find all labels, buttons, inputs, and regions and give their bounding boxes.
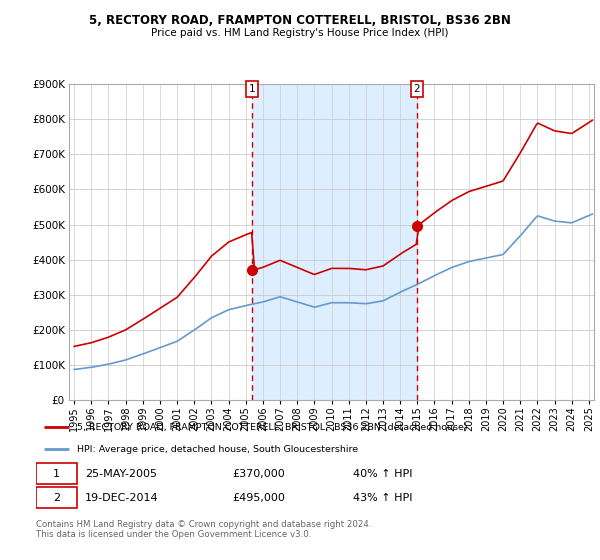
FancyBboxPatch shape	[36, 464, 77, 484]
Text: Contains HM Land Registry data © Crown copyright and database right 2024.
This d: Contains HM Land Registry data © Crown c…	[36, 520, 371, 539]
Text: 40% ↑ HPI: 40% ↑ HPI	[353, 469, 412, 479]
Text: 2: 2	[413, 84, 420, 94]
Text: 43% ↑ HPI: 43% ↑ HPI	[353, 493, 412, 503]
Text: £370,000: £370,000	[233, 469, 286, 479]
FancyBboxPatch shape	[36, 487, 77, 508]
Bar	[252, 84, 416, 400]
Text: £495,000: £495,000	[233, 493, 286, 503]
Text: HPI: Average price, detached house, South Gloucestershire: HPI: Average price, detached house, Sout…	[77, 445, 358, 454]
Text: 5, RECTORY ROAD, FRAMPTON COTTERELL, BRISTOL,  BS36 2BN (detached house): 5, RECTORY ROAD, FRAMPTON COTTERELL, BRI…	[77, 423, 467, 432]
Text: 5, RECTORY ROAD, FRAMPTON COTTERELL, BRISTOL, BS36 2BN: 5, RECTORY ROAD, FRAMPTON COTTERELL, BRI…	[89, 14, 511, 27]
Text: 25-MAY-2005: 25-MAY-2005	[85, 469, 157, 479]
Text: 1: 1	[249, 84, 256, 94]
Text: 2: 2	[53, 493, 60, 503]
Text: 19-DEC-2014: 19-DEC-2014	[85, 493, 159, 503]
Text: Price paid vs. HM Land Registry's House Price Index (HPI): Price paid vs. HM Land Registry's House …	[151, 28, 449, 38]
Text: 1: 1	[53, 469, 60, 479]
